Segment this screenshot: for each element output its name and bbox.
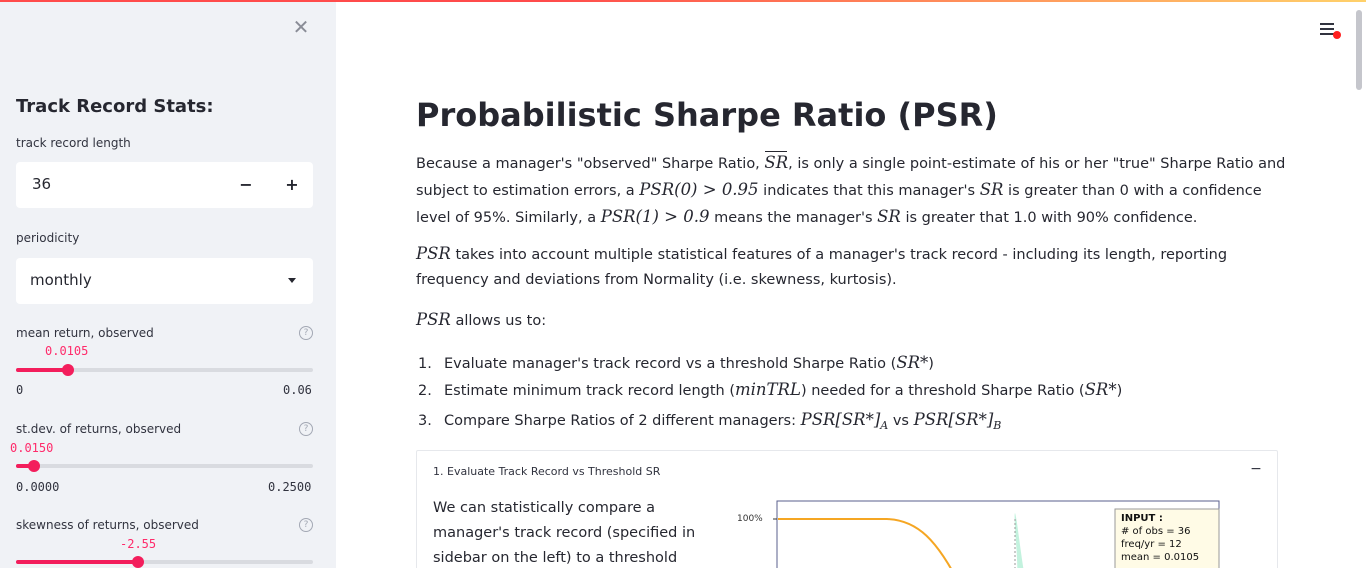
slider-thumb[interactable] [61,364,74,376]
input-box-title: INPUT : [1121,513,1163,524]
track-length-input[interactable]: 36 − + [16,162,313,208]
help-icon[interactable]: ? [299,518,313,532]
input-box [1114,508,1220,568]
input-box-line: # of obs = 36 [1121,526,1191,537]
stdev-label: st.dev. of returns, observed [16,422,182,436]
intro-paragraph: Because a manager's "observed" Sharpe Ra… [416,153,1286,226]
input-box-line: freq/yr = 12 [1121,539,1182,550]
psr-description-paragraph: PSR takes into account multiple statisti… [416,244,1228,288]
plot-distribution [1014,513,1024,568]
slider-fill [16,464,34,468]
slider-thumb[interactable] [27,460,40,472]
stdev-value: 0.0150 [10,441,54,455]
mean-return-slider[interactable] [16,364,313,376]
sidebar-title: Track Record Stats: [16,96,214,117]
periodicity-select[interactable]: monthly [16,258,313,304]
plot-ytick: 100% [737,514,763,524]
page-title: Probabilistic Sharpe Ratio (PSR) [416,96,998,134]
top-decoration-bar [0,0,1366,2]
skewness-slider[interactable] [16,556,313,568]
periodicity-label: periodicity [16,231,80,245]
hamburger-menu-icon[interactable] [1318,20,1340,38]
sr-hat-math: SR [764,153,789,172]
slider-fill [16,368,68,372]
scrollbar[interactable] [1356,10,1362,90]
evaluate-track-record-expander[interactable]: 1. Evaluate Track Record vs Threshold SR… [416,450,1278,568]
mean-return-value: 0.0105 [45,344,89,358]
input-box-line: mean = 0.0105 [1121,552,1199,563]
periodicity-value: monthly [30,271,92,289]
psr-plot: 100% INPUT : # of obs = 36 freq/yr = 12 … [737,500,1220,568]
expander-title[interactable]: 1. Evaluate Track Record vs Threshold SR [433,465,661,478]
collapse-icon[interactable]: − [1250,461,1262,477]
help-icon[interactable]: ? [299,422,313,436]
slider-min: 0 [16,383,24,397]
list-item: 3. Compare Sharpe Ratios of 2 different m… [418,410,1002,432]
track-length-label: track record length [16,136,131,150]
psr-allows-paragraph: PSR allows us to: [416,310,547,329]
skewness-value: -2.55 [120,537,157,551]
help-icon[interactable]: ? [299,326,313,340]
notification-dot [1333,31,1341,39]
mean-return-label: mean return, observed [16,326,154,340]
skewness-label: skewness of returns, observed [16,518,199,532]
sidebar: ✕ Track Record Stats: track record lengt… [0,0,336,568]
stdev-slider[interactable] [16,460,313,472]
slider-min: 0.0000 [16,480,60,494]
expander-text: We can statistically compare a manager's… [433,500,696,566]
list-item: 2. Estimate minimum track record length (… [418,380,1123,399]
track-length-value[interactable]: 36 [32,175,52,193]
list-item: 1. Evaluate manager's track record vs a t… [418,353,934,372]
slider-max: 0.06 [283,383,312,397]
decrement-button[interactable]: − [239,175,253,194]
increment-button[interactable]: + [285,175,299,194]
slider-fill [16,560,138,564]
chevron-down-icon [288,278,296,283]
slider-thumb[interactable] [131,556,144,568]
slider-max: 0.2500 [268,480,312,494]
close-icon[interactable]: ✕ [292,15,310,39]
plot-curve [778,518,952,568]
